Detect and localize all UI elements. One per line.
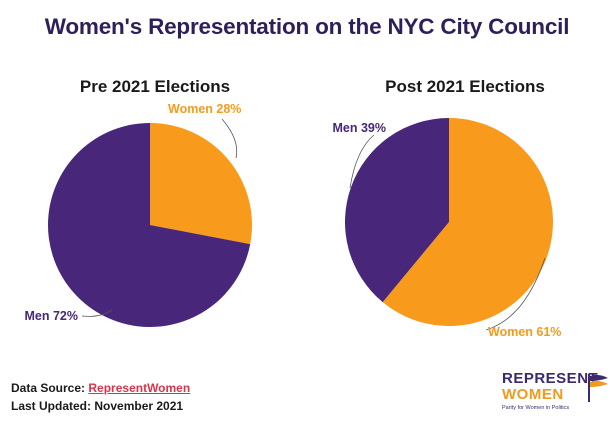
logo-tagline: Parity for Women in Politics <box>502 405 570 411</box>
last-updated-label: Last Updated: <box>11 399 92 413</box>
last-updated: Last Updated: November 2021 <box>11 399 183 413</box>
pie-0-label-men: Men 72% <box>25 309 79 323</box>
pie-0-slice-women <box>150 123 252 245</box>
pie-1-slice-women <box>382 118 553 327</box>
last-updated-value: November 2021 <box>94 399 184 413</box>
page-title: Women's Representation on the NYC City C… <box>44 14 570 39</box>
post-2021-chart-title: Post 2021 Elections <box>385 77 545 96</box>
data-source-label: Data Source: <box>11 381 86 395</box>
pre-2021-chart-title: Pre 2021 Elections <box>79 77 231 96</box>
pie-1-label-men: Men 39% <box>333 121 387 135</box>
pie-1-callout-men <box>349 134 375 189</box>
pie-0-callout-men <box>81 309 113 317</box>
pie-0-callout-women <box>221 118 238 159</box>
data-source: Data Source: RepresentWomen <box>11 381 190 395</box>
data-source-link[interactable]: RepresentWomen <box>88 381 191 395</box>
pie-0-label-women: Women 28% <box>168 102 241 116</box>
represent-women-logo: REPRESENT WOMEN Parity for Women in Poli… <box>502 370 612 420</box>
pie-1-callout-women <box>485 257 546 331</box>
pie-1-label-women: Women 61% <box>488 325 561 339</box>
pie-0-slice-men <box>48 123 251 328</box>
flag-icon <box>588 374 608 402</box>
pie-1-slice-men <box>344 118 449 303</box>
logo-line-represent: REPRESENT <box>502 370 599 387</box>
logo-line-women: WOMEN <box>502 386 564 403</box>
